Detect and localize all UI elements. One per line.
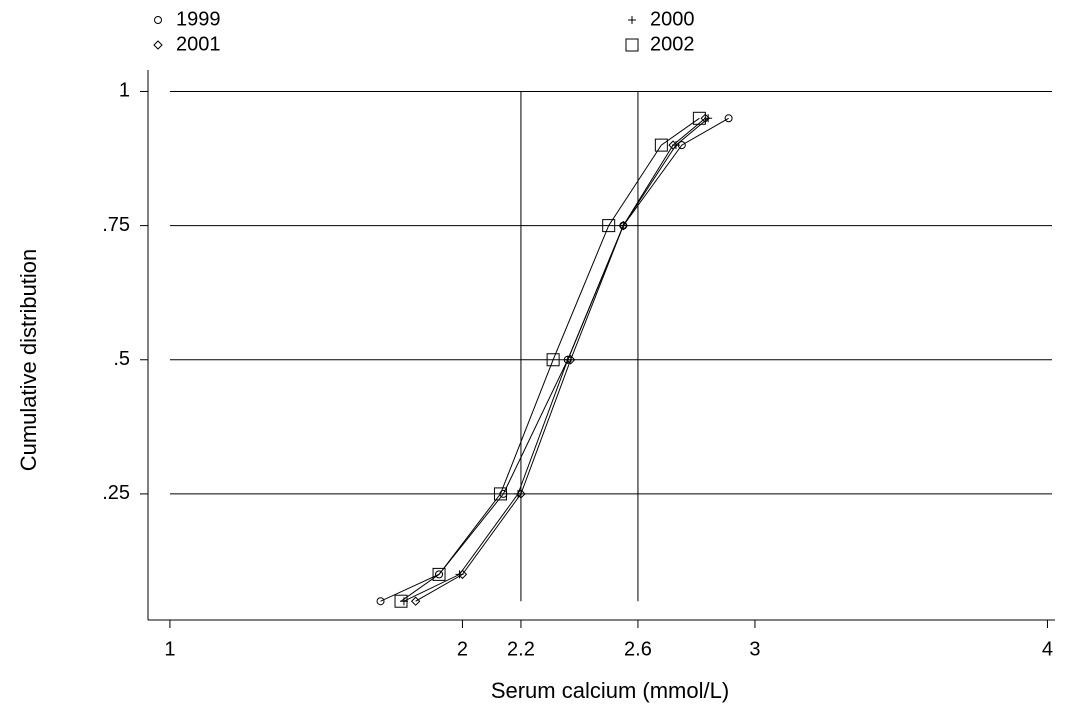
marker	[654, 138, 668, 152]
x-tick-label: 2.2	[507, 638, 535, 660]
legend-label: 2000	[650, 8, 695, 30]
legend-label: 2002	[650, 33, 695, 55]
marker	[457, 569, 468, 580]
marker	[435, 570, 444, 579]
marker	[432, 567, 446, 581]
marker	[410, 596, 421, 606]
marker	[602, 219, 616, 233]
marker	[546, 353, 560, 367]
legend-marker	[625, 38, 639, 52]
marker	[565, 355, 576, 365]
y-axis-title: Cumulative distribution	[16, 249, 41, 472]
marker	[376, 597, 385, 606]
x-tick-label: 2	[457, 638, 468, 660]
marker	[394, 594, 408, 608]
legend-label: 1999	[176, 8, 221, 30]
marker	[692, 111, 706, 125]
marker	[668, 140, 678, 150]
series-line	[415, 117, 706, 602]
x-tick-label: 1	[164, 638, 175, 660]
x-tick-label: 4	[1042, 638, 1053, 660]
marker	[493, 487, 507, 501]
y-tick-label: .75	[102, 214, 130, 236]
series-line	[400, 117, 700, 602]
legend-label: 2001	[176, 33, 221, 55]
marker	[724, 114, 733, 123]
y-tick-label: .25	[102, 482, 130, 504]
legend-marker	[628, 16, 636, 24]
marker	[618, 220, 629, 231]
y-tick-label: .5	[113, 348, 130, 370]
x-axis-title: Serum calcium (mmol/L)	[491, 678, 729, 703]
marker	[516, 489, 526, 499]
y-tick-label: 1	[119, 80, 130, 102]
x-tick-label: 3	[749, 638, 760, 660]
legend-marker	[154, 16, 162, 24]
legend-marker	[153, 40, 163, 50]
x-tick-label: 2.6	[624, 638, 652, 660]
